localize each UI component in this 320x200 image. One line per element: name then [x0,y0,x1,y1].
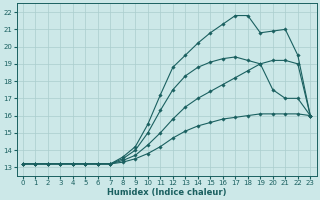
X-axis label: Humidex (Indice chaleur): Humidex (Indice chaleur) [107,188,226,197]
